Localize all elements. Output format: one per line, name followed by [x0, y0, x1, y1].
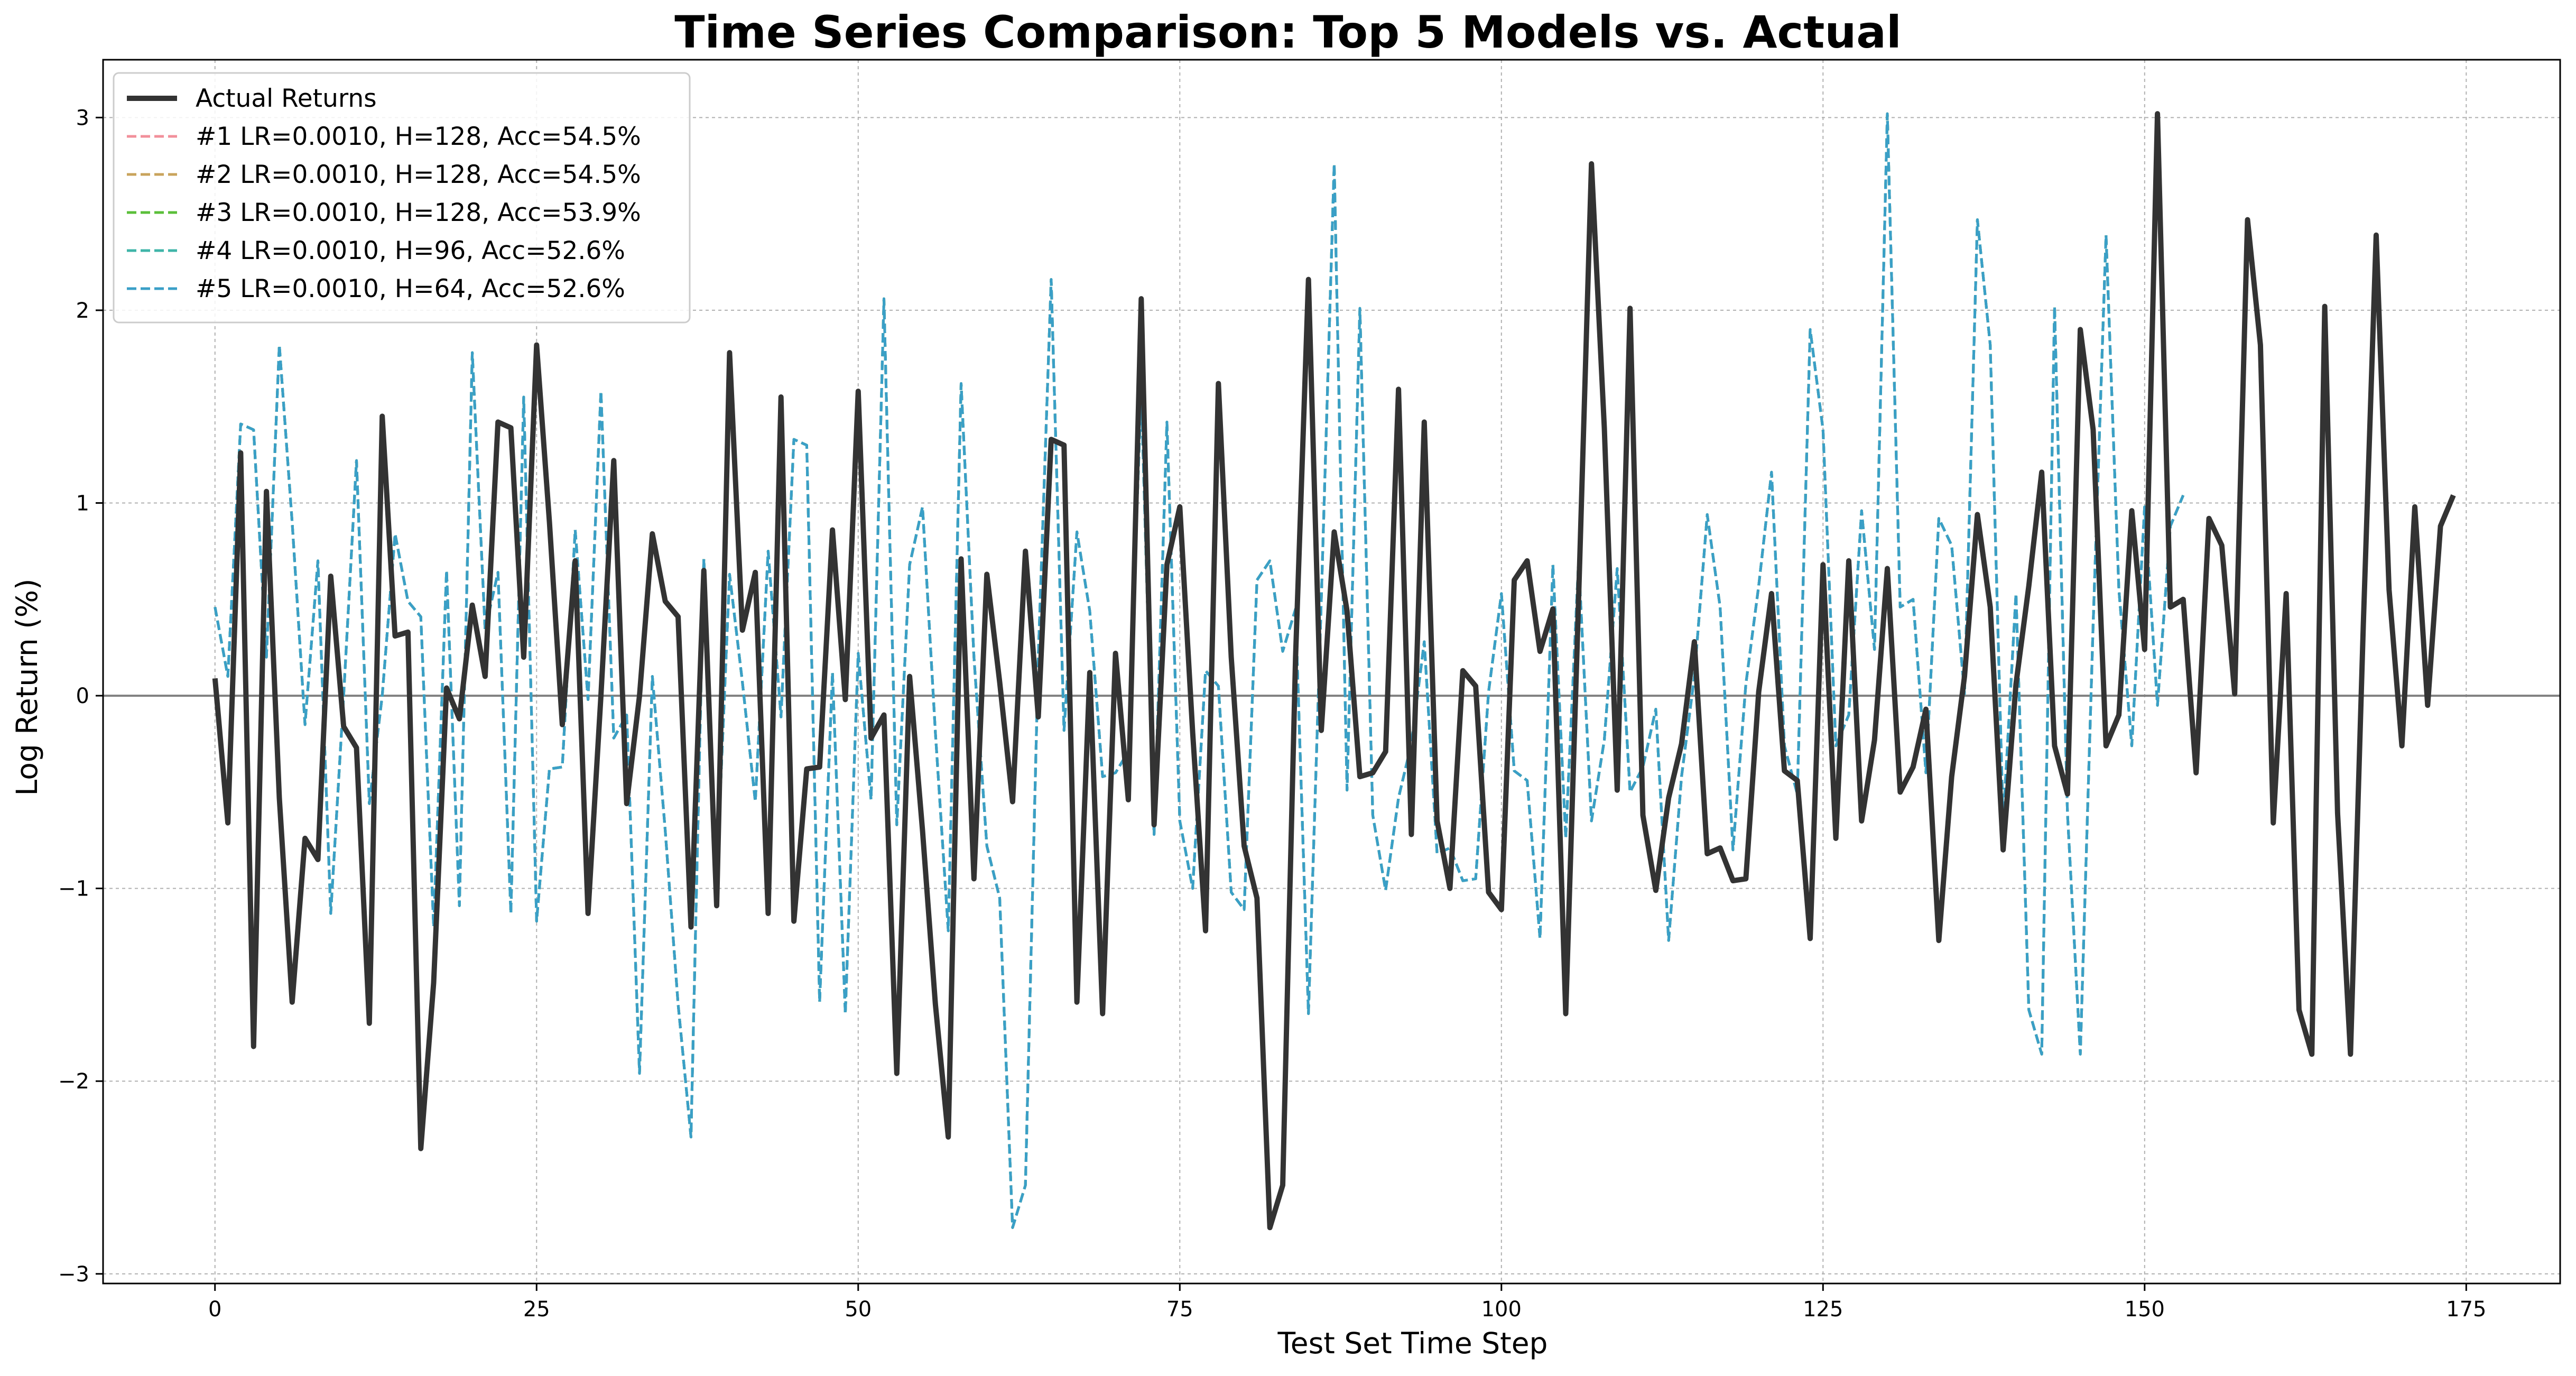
x-tick-label: 75	[1166, 1297, 1193, 1322]
x-tick-label: 25	[523, 1297, 550, 1322]
series-layer	[212, 111, 2456, 1231]
x-axis-ticks: 0 25 50 75 100 125 150 175	[208, 1283, 2486, 1322]
y-tick-label: −2	[58, 1069, 89, 1094]
y-tick-label: 0	[76, 684, 89, 708]
y-axis-label: Log Return (%)	[10, 579, 44, 796]
legend-label: #1 LR=0.0010, H=128, Acc=54.5%	[196, 122, 641, 151]
x-tick-label: 0	[208, 1297, 221, 1322]
x-tick-label: 100	[1481, 1297, 1522, 1322]
y-tick-label: 2	[76, 299, 89, 323]
legend: Actual Returns #1 LR=0.0010, H=128, Acc=5…	[113, 72, 691, 324]
legend-label: #5 LR=0.0010, H=64, Acc=52.6%	[196, 274, 625, 303]
y-tick-label: 3	[76, 106, 89, 130]
legend-label: #4 LR=0.0010, H=96, Acc=52.6%	[196, 236, 625, 265]
y-tick-label: 1	[76, 492, 89, 516]
chart-title: Time Series Comparison: Top 5 Models vs.…	[674, 6, 1901, 58]
legend-label: Actual Returns	[196, 84, 377, 113]
series-line-actual	[212, 111, 2456, 1231]
x-tick-label: 175	[2446, 1297, 2486, 1322]
legend-label: #2 LR=0.0010, H=128, Acc=54.5%	[196, 160, 641, 189]
plot-frame	[102, 59, 2561, 1285]
y-tick-label: −1	[58, 877, 89, 901]
x-axis-label: Test Set Time Step	[1277, 1326, 1548, 1360]
y-tick-label: −3	[58, 1262, 89, 1287]
y-axis-ticks: −3 −2 −1 0 1 2 3	[58, 106, 103, 1287]
x-tick-label: 150	[2125, 1297, 2165, 1322]
x-tick-label: 50	[845, 1297, 872, 1322]
legend-box	[113, 72, 691, 324]
legend-label: #3 LR=0.0010, H=128, Acc=53.9%	[196, 198, 641, 227]
x-tick-label: 125	[1803, 1297, 1843, 1322]
series-line-model	[214, 112, 2185, 1229]
